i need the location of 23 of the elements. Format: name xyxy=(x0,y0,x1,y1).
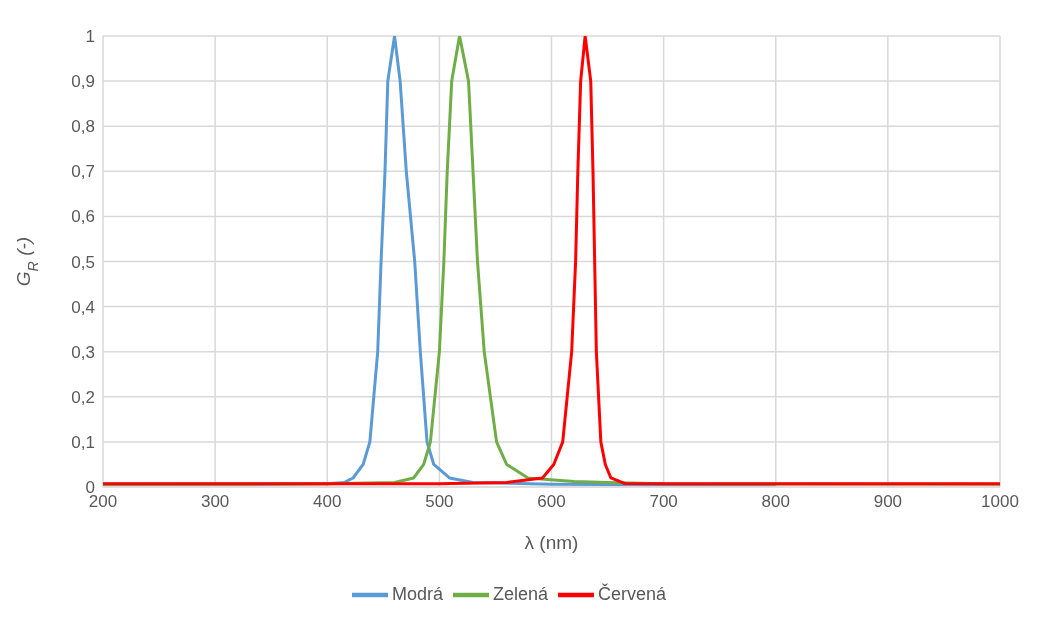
y-tick-label: 0,1 xyxy=(71,432,95,452)
x-axis-title: λ (nm) xyxy=(524,532,579,553)
y-tick-label: 0,6 xyxy=(71,207,95,227)
y-tick-label: 0,3 xyxy=(71,342,95,362)
y-tick-label: 0,8 xyxy=(71,117,95,137)
legend-label: Zelená xyxy=(492,583,549,604)
y-tick-label: 0,4 xyxy=(71,297,95,317)
y-tick-label: 0,7 xyxy=(71,162,95,182)
x-tick-label: 700 xyxy=(649,492,678,512)
y-tick-label: 0,5 xyxy=(71,252,95,272)
legend-label: Červená xyxy=(598,583,667,604)
x-tick-label: 600 xyxy=(537,492,566,512)
x-tick-label: 800 xyxy=(761,492,790,512)
x-tick-label: 500 xyxy=(425,492,454,512)
legend-label: Modrá xyxy=(391,583,443,604)
y-tick-label: 0,2 xyxy=(71,387,95,407)
y-tick-label: 1 xyxy=(85,27,95,47)
y-tick-label: 0,9 xyxy=(71,72,95,92)
line-series xyxy=(103,36,1000,486)
x-tick-label: 1000 xyxy=(981,492,1019,512)
x-tick-label: 400 xyxy=(313,492,342,512)
x-tick-label: 900 xyxy=(873,492,903,512)
x-tick-label: 300 xyxy=(200,492,230,512)
